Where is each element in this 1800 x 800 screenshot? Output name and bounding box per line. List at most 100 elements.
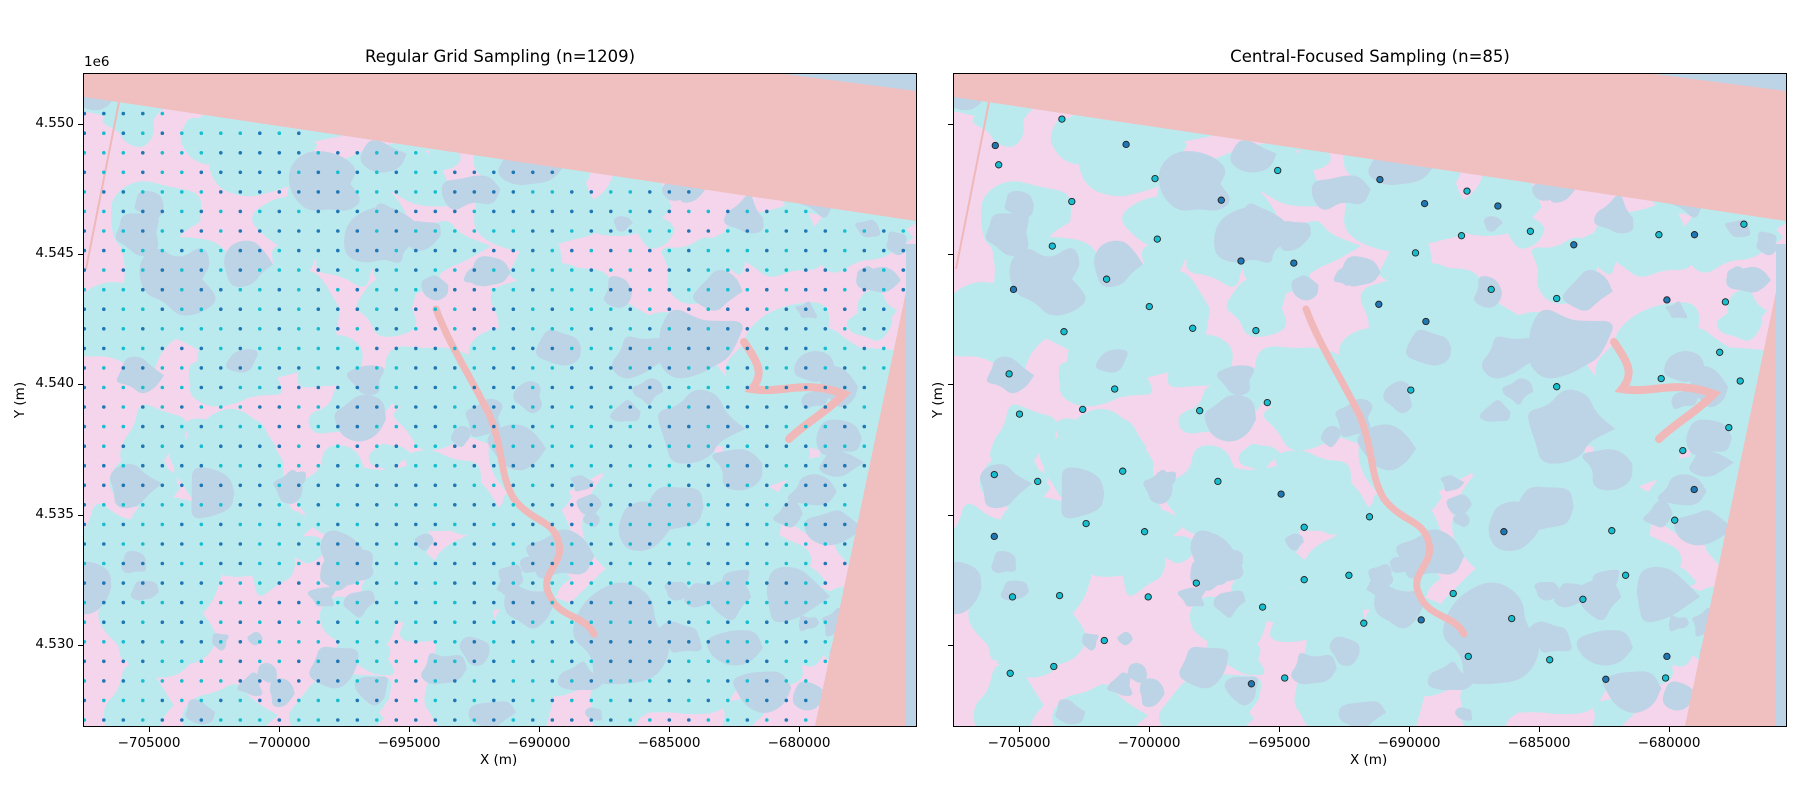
sample-point [121, 268, 126, 272]
sample-point [102, 444, 106, 449]
sample-point [258, 366, 262, 370]
sample-point [687, 503, 691, 507]
sample-point [160, 542, 165, 546]
sample-point [336, 659, 340, 664]
sample-point [160, 307, 165, 311]
sample-point [199, 287, 204, 292]
sample-point [160, 346, 165, 351]
sample-point [238, 287, 243, 292]
land-cover-map [954, 74, 1786, 726]
sample-point [706, 248, 711, 253]
sample-point [492, 366, 496, 370]
sample-point [472, 346, 477, 351]
sample-point [1100, 636, 1108, 645]
x-tick-mark [279, 727, 280, 732]
sample-point [804, 483, 808, 488]
sample-point [355, 287, 360, 292]
sample-point [570, 522, 574, 527]
sample-point [121, 346, 126, 351]
sample-point [570, 307, 574, 311]
sample-point [102, 248, 106, 253]
sample-point [414, 718, 418, 722]
sample-point [667, 522, 672, 527]
sample-point [394, 190, 399, 194]
sample-point [648, 483, 652, 488]
sample-point [570, 424, 574, 429]
sample-point [297, 366, 301, 370]
sample-point [745, 307, 750, 311]
sample-point [394, 287, 399, 292]
sample-point [589, 327, 594, 331]
sample-point [219, 659, 223, 664]
sample-point [648, 503, 652, 507]
sample-point [706, 229, 711, 233]
sample-point [726, 561, 730, 566]
sample-point [550, 718, 555, 722]
sample-point [628, 600, 633, 605]
sample-point [492, 327, 496, 331]
sample-point [765, 405, 769, 409]
sample-point [199, 698, 204, 703]
sample-point [141, 131, 145, 135]
reservoir [740, 338, 852, 443]
sample-point [745, 561, 750, 566]
sample-point [492, 405, 496, 409]
sample-point [453, 385, 457, 390]
sample-point [550, 287, 555, 292]
sample-point [141, 151, 145, 155]
sample-point [1068, 197, 1076, 206]
sample-point [375, 268, 379, 272]
sample-point [355, 483, 360, 488]
sample-point [102, 327, 106, 331]
sample-point [102, 718, 106, 722]
sample-point [84, 698, 87, 703]
sample-point [706, 483, 711, 488]
sample-point [394, 248, 399, 253]
sample-point [414, 209, 418, 214]
sample-point [589, 346, 594, 351]
sample-point [375, 483, 379, 488]
sample-point [297, 522, 301, 527]
sample-point [277, 131, 282, 135]
sample-point [667, 620, 672, 624]
sample-point [706, 405, 711, 409]
sample-point [472, 170, 477, 175]
sample-point [745, 463, 750, 468]
sample-point [414, 522, 418, 527]
sample-point [511, 209, 516, 214]
sample-point [102, 346, 106, 351]
sample-point [180, 581, 184, 585]
sample-point [765, 522, 769, 527]
sample-point [375, 659, 379, 664]
sample-point [570, 229, 574, 233]
sample-point [531, 718, 535, 722]
sample-point [843, 229, 847, 233]
sample-point [570, 679, 574, 683]
sample-point [336, 287, 340, 292]
sample-point [726, 640, 730, 644]
sample-point [316, 424, 321, 429]
sample-point [238, 209, 243, 214]
nodata-top [84, 74, 916, 221]
sample-point [238, 327, 243, 331]
sample-point [609, 209, 613, 214]
sample-point [238, 444, 243, 449]
sample-point [453, 483, 457, 488]
sample-point [121, 111, 126, 116]
sample-point [991, 141, 999, 150]
sample-point [1189, 324, 1197, 332]
sample-point [511, 366, 516, 370]
sample-point [102, 561, 106, 566]
sample-point [531, 229, 535, 233]
sample-point [784, 542, 789, 546]
sample-point [277, 366, 282, 370]
sample-point [843, 522, 847, 527]
sample-point [102, 483, 106, 488]
sample-point [141, 366, 145, 370]
sample-point [375, 503, 379, 507]
sample-point [453, 718, 457, 722]
sample-point [687, 405, 691, 409]
sample-point [102, 405, 106, 409]
sample-point [453, 346, 457, 351]
sample-point [121, 561, 126, 566]
